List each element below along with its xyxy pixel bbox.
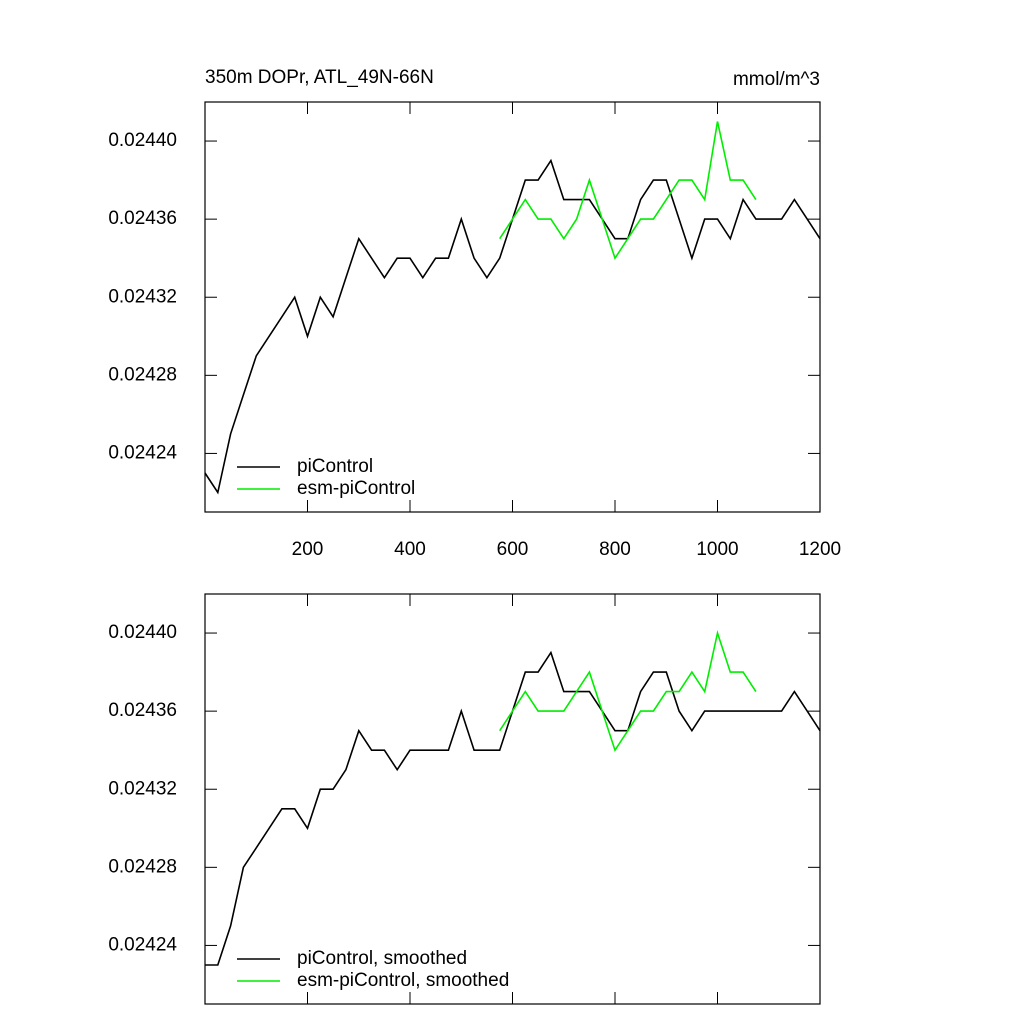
y-tick-label: 0.02432: [108, 286, 177, 307]
legend-label: piControl, smoothed: [297, 948, 467, 969]
y-tick-label: 0.02436: [108, 700, 177, 721]
y-tick-label: 0.02436: [108, 208, 177, 229]
legend-label: esm-piControl: [297, 478, 415, 499]
plot-frame: [204, 593, 821, 1005]
y-tick-label: 0.02432: [108, 778, 177, 799]
y-tick-label: 0.02424: [108, 442, 177, 463]
data-line: [205, 650, 821, 966]
data-line: [204, 158, 821, 495]
data-line: [499, 121, 757, 261]
y-tick-label: 0.02428: [108, 364, 177, 385]
x-tick-label: 1200: [799, 539, 841, 560]
x-tick-label: 400: [394, 539, 426, 560]
y-tick-label: 0.02428: [108, 856, 177, 877]
x-tick-label: 800: [599, 539, 631, 560]
legend-label: piControl: [297, 456, 373, 477]
y-tick-label: 0.02440: [108, 622, 177, 643]
x-tick-label: 200: [292, 539, 324, 560]
y-tick-label: 0.02440: [108, 130, 177, 151]
x-tick-label: 600: [497, 539, 529, 560]
y-tick-label: 0.02424: [108, 934, 177, 955]
units-label: mmol/m^3: [733, 69, 820, 90]
legend-label: esm-piControl, smoothed: [297, 970, 509, 991]
data-line: [499, 629, 757, 753]
chart-title: 350m DOPr, ATL_49N-66N: [205, 67, 434, 88]
x-tick-label: 1000: [696, 539, 738, 560]
